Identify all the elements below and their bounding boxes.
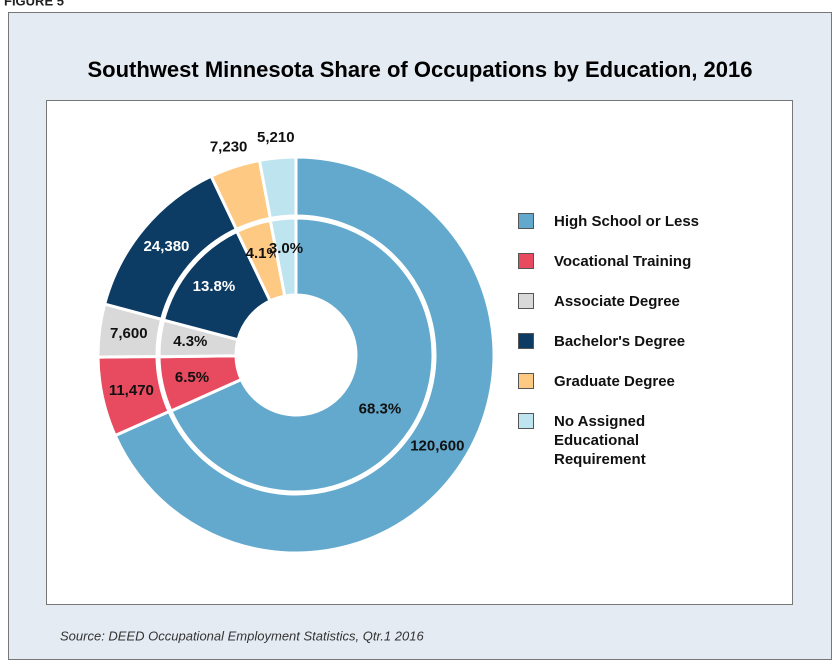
data-label: 6.5% — [175, 369, 209, 386]
legend-swatch — [518, 413, 534, 429]
legend-label: High School or Less — [554, 213, 700, 230]
data-label: 120,600 — [410, 438, 464, 455]
data-label: 7,600 — [110, 325, 148, 342]
data-label: 13.8% — [193, 278, 236, 295]
legend-label: Graduate Degree — [554, 373, 675, 390]
donut-slice — [257, 155, 298, 221]
legend-swatch — [518, 333, 534, 349]
data-label: 3.0% — [269, 240, 303, 257]
legend-swatch — [518, 293, 534, 309]
donut-slice — [168, 216, 435, 494]
legend-item: Bachelor's Degree — [518, 332, 758, 351]
legend: High School or Less Vocational Training As… — [518, 212, 758, 490]
legend-item: No Assigned Educational Requirement — [518, 412, 758, 469]
legend-swatch — [518, 253, 534, 269]
data-label: 5,210 — [257, 129, 295, 146]
legend-item: Associate Degree — [518, 292, 758, 311]
data-label: 24,380 — [144, 238, 190, 255]
donut-slice — [268, 216, 298, 298]
legend-swatch — [518, 213, 534, 229]
figure-label: FIGURE 5 — [4, 0, 64, 8]
legend-item: High School or Less — [518, 212, 758, 231]
legend-item: Graduate Degree — [518, 372, 758, 391]
legend-label: Bachelor's Degree — [554, 333, 686, 350]
legend-swatch — [518, 373, 534, 389]
data-label: 4.1% — [246, 245, 280, 262]
donut-slice — [113, 155, 496, 555]
data-label: 4.3% — [173, 333, 207, 350]
legend-label: Associate Degree — [554, 293, 680, 310]
data-label: 7,230 — [210, 139, 248, 156]
chart-title: Southwest Minnesota Share of Occupations… — [87, 57, 752, 82]
legend-label: No Assigned Educational Requirement — [554, 413, 646, 468]
data-label: 11,470 — [109, 382, 154, 399]
data-label: 68.3% — [359, 400, 402, 417]
legend-item: Vocational Training — [518, 252, 758, 271]
legend-label: Vocational Training — [554, 253, 692, 270]
source-note: Source: DEED Occupational Employment Sta… — [60, 628, 424, 643]
